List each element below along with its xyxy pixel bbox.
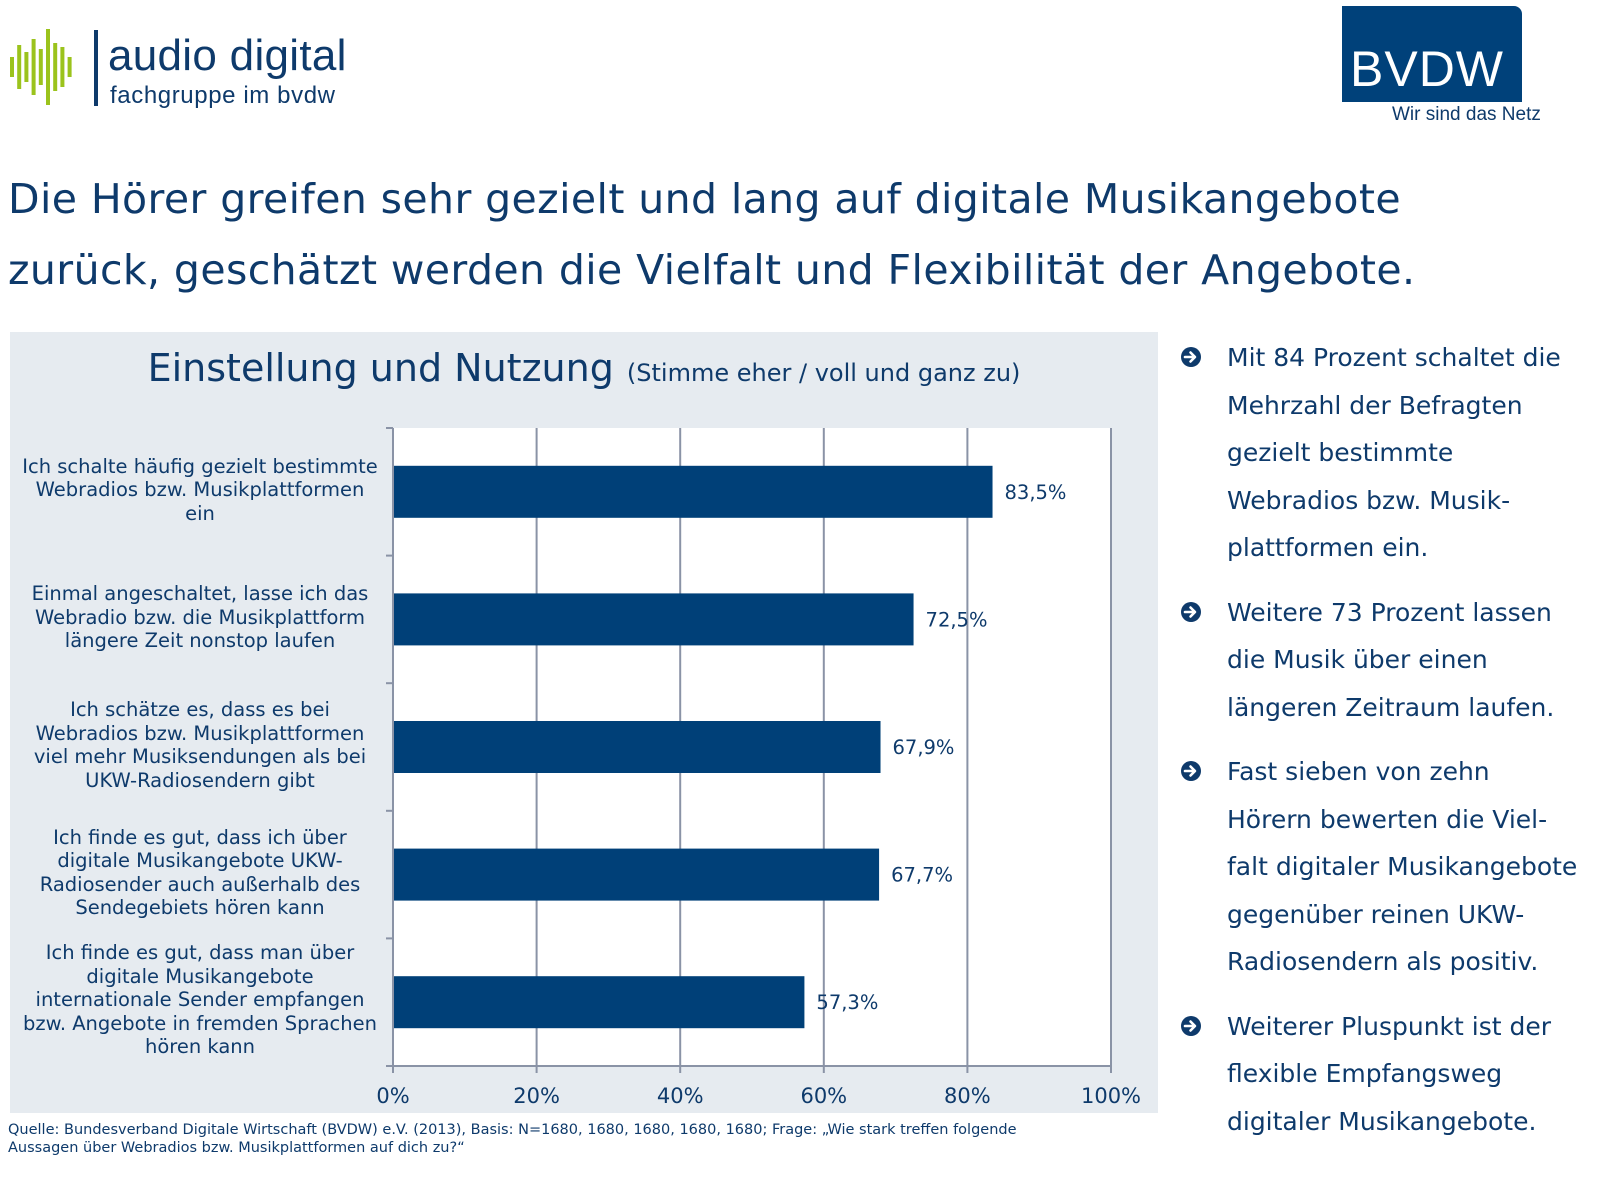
bullet-line: die Musik über einen <box>1227 645 1488 674</box>
bullet-line: Weiterer Pluspunkt ist der <box>1227 1011 1552 1041</box>
arrow-circle-right-icon <box>1181 1015 1201 1036</box>
bullet-line: Weitere 73 Prozent lassen <box>1227 597 1552 627</box>
x-tick-label: 20% <box>513 1084 560 1108</box>
category-label-line: viel mehr Musiksendungen als bei <box>33 745 367 768</box>
category-label-line: UKW-Radiosendern gibt <box>85 768 315 792</box>
bullet-line: Hörern bewerten die Viel- <box>1227 804 1548 834</box>
source-line-1: Quelle: Bundesverband Digitale Wirtschaf… <box>8 1122 1017 1138</box>
category-label-line: Ich finde es gut, dass man über <box>45 941 355 965</box>
category-label-line: Sendegebiets hören kann <box>75 896 325 920</box>
data-label: 67,7% <box>891 864 953 887</box>
data-label: 83,5% <box>1005 481 1067 504</box>
category-label-line: bzw. Angebote in fremden Sprachen <box>23 1011 377 1035</box>
bullet-line: längeren Zeitraum laufen. <box>1227 692 1555 722</box>
bullet-line: falt digitaler Musikangebote <box>1227 852 1578 881</box>
bullet-line: Mit 84 Prozent schaltet die <box>1227 343 1561 372</box>
bullet-item: Mit 84 Prozent schaltet die Mehrzahl der … <box>1180 334 1599 572</box>
wave-bar <box>46 29 50 105</box>
data-label: 57,3% <box>816 991 878 1014</box>
category-label-line: Einmal angeschaltet, lasse ich das <box>31 582 369 606</box>
bar <box>394 848 880 901</box>
wave-bar <box>38 49 43 85</box>
bullet-line: Mehrzahl der Befragten <box>1227 390 1523 420</box>
category-label-line: Webradios bzw. Musikplattformen <box>35 721 365 745</box>
bar <box>394 593 914 646</box>
category-label-line: internationale Sender empfangen <box>35 988 365 1012</box>
arrow-circle-right-icon <box>1181 761 1201 781</box>
category-label: Einmal angeschaltet, lasse ich das Webrad… <box>12 582 388 653</box>
category-label: Ich finde es gut, dass ich über digitale … <box>12 826 388 920</box>
bullet-line: Fast sieben von zehn <box>1227 757 1490 786</box>
bar <box>394 976 805 1029</box>
category-label: Ich finde es gut, dass man über digitale … <box>12 941 388 1059</box>
bullet-line: Webradios bzw. Musik- <box>1227 485 1511 515</box>
data-label: 72,5% <box>926 608 988 631</box>
bullet-item: Weiterer Pluspunkt ist der flexible Empfa… <box>1180 1003 1599 1146</box>
bullet-line: plattformen ein. <box>1227 533 1429 562</box>
category-label-line: Webradios bzw. Musikplattformen <box>35 478 365 502</box>
chart-subtitle: (Stimme eher / voll und ganz zu) <box>626 359 1021 387</box>
logo-subtitle: fachgruppe im bvdw <box>110 82 336 109</box>
audio-digital-logo: audio digital fachgruppe im bvdw <box>8 26 388 116</box>
wave-bar <box>24 52 29 82</box>
chart-title: Einstellung und Nutzung (Stimme eher / v… <box>0 346 1168 390</box>
page-title: Die Hörer greifen sehr gezielt und lang … <box>8 164 1568 306</box>
wave-bar <box>67 57 72 77</box>
wave-bar <box>53 43 58 91</box>
wave-bar <box>60 47 65 87</box>
bullet-line: Radiosendern als positiv. <box>1227 947 1539 976</box>
category-label-line: Ich schalte häufig gezielt bestimmte <box>22 454 378 478</box>
arrow-circle-right-icon <box>1181 347 1201 367</box>
bvdw-logo-box: BVDW <box>1342 6 1522 102</box>
category-label-line: längere Zeit nonstop laufen <box>64 629 336 653</box>
category-label: Ich schalte häufig gezielt bestimmte Webr… <box>12 455 388 526</box>
bar <box>394 721 881 773</box>
page-title-line-2: zurück, geschätzt werden die Vielfalt un… <box>8 246 1416 294</box>
category-label-line: Radiosender auch außerhalb des <box>39 872 361 896</box>
key-findings-list: Mit 84 Prozent schaltet die Mehrzahl der … <box>1180 334 1599 1162</box>
sound-wave-icon <box>10 29 72 105</box>
bar <box>394 465 993 518</box>
category-label: Ich schätze es, dass es bei Webradios bzw… <box>12 698 388 792</box>
source-line-2: Aussagen über Webradios bzw. Musikplattf… <box>8 1140 465 1156</box>
x-tick-label: 100% <box>1081 1084 1141 1108</box>
bvdw-logo: BVDW Wir sind das Netz <box>1340 6 1570 128</box>
arrow-circle-right-icon <box>1181 601 1201 622</box>
category-label-line: Ich finde es gut, dass ich über <box>53 825 347 849</box>
category-label-line: digitale Musikangebote UKW- <box>57 849 343 873</box>
x-tick-label: 60% <box>800 1084 847 1108</box>
bvdw-claim: Wir sind das Netz <box>1392 104 1541 125</box>
bvdw-logo-text: BVDW <box>1350 41 1504 97</box>
logo-divider <box>94 30 98 106</box>
category-label-line: digitale Musikangebote <box>86 964 314 988</box>
wave-bar <box>17 45 22 89</box>
bullet-line: gezielt bestimmte <box>1227 438 1454 467</box>
page-title-line-1: Die Hörer greifen sehr gezielt und lang … <box>8 175 1401 223</box>
data-label: 67,9% <box>893 736 955 759</box>
x-tick-label: 40% <box>657 1084 704 1108</box>
wave-bar <box>31 39 36 95</box>
category-label-line: Ich schätze es, dass es bei <box>70 698 330 721</box>
bullet-item: Weitere 73 Prozent lassen die Musik über … <box>1180 589 1599 732</box>
bullet-line: gegenüber reinen UKW- <box>1227 899 1525 929</box>
source-note: Quelle: Bundesverband Digitale Wirtschaf… <box>8 1121 1108 1157</box>
x-tick-label: 0% <box>376 1084 409 1108</box>
wave-bar <box>10 57 14 77</box>
bullet-line: flexible Empfangsweg <box>1227 1059 1503 1088</box>
bullet-line: digitaler Musikangebote. <box>1227 1106 1537 1136</box>
chart-title-main: Einstellung und Nutzung <box>147 346 614 390</box>
bullet-item: Fast sieben von zehn Hörern bewerten die … <box>1180 748 1599 986</box>
category-label-line: Webradio bzw. die Musikplattform <box>34 605 366 629</box>
x-tick-label: 80% <box>944 1084 991 1108</box>
logo-name: audio digital <box>108 31 347 80</box>
category-label-line: hören kann <box>144 1035 256 1059</box>
category-label-line: ein <box>185 501 215 525</box>
